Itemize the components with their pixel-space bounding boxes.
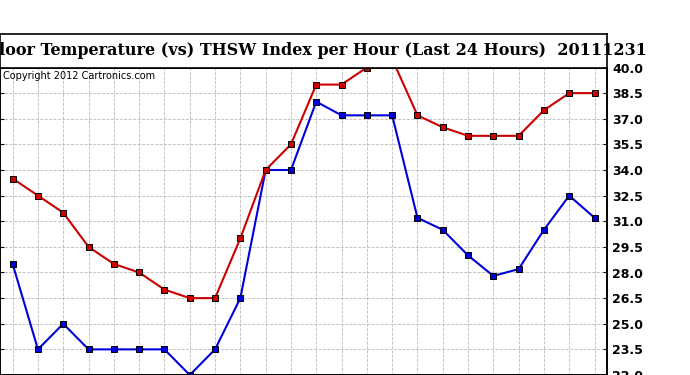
Text: Copyright 2012 Cartronics.com: Copyright 2012 Cartronics.com xyxy=(3,70,155,81)
Text: Outdoor Temperature (vs) THSW Index per Hour (Last 24 Hours)  20111231: Outdoor Temperature (vs) THSW Index per … xyxy=(0,42,647,59)
